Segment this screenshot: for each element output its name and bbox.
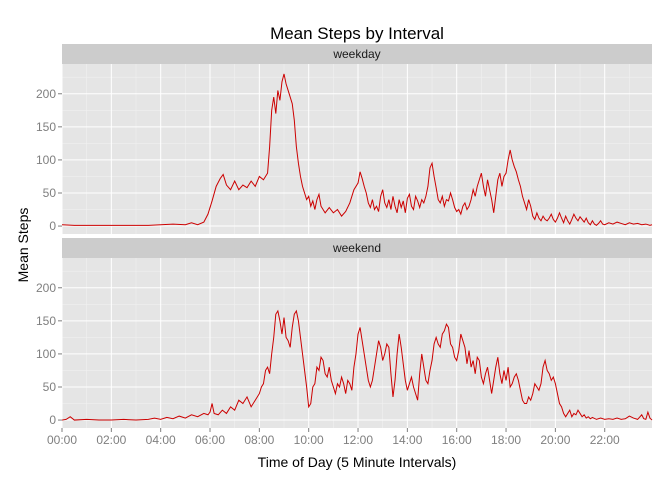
- strip-background: [62, 238, 652, 258]
- y-tick-label: 200: [36, 281, 56, 295]
- y-tick-label: 100: [36, 153, 56, 167]
- y-axis-title: Mean Steps: [15, 208, 31, 283]
- y-tick-label: 150: [36, 314, 56, 328]
- x-tick-label: 20:00: [540, 433, 570, 447]
- y-axis-ticks: 0 50 100 150 200: [36, 87, 62, 233]
- x-axis-ticks: 00:00 02:00 04:00 06:00 08:00 10:00 12:00 14:00…: [47, 428, 620, 447]
- panel-background: [62, 64, 652, 234]
- grid-layer: [61, 258, 652, 428]
- y-axis-ticks: 0 50 100 150 200: [36, 281, 62, 427]
- panel-weekday: weekday 0 50 100 150 200: [36, 44, 653, 234]
- series-line: [61, 73, 653, 227]
- x-tick-label: 02:00: [96, 433, 126, 447]
- grid-layer: [61, 64, 652, 234]
- strip-background: [62, 44, 652, 64]
- x-tick-label: 18:00: [491, 433, 521, 447]
- y-tick-label: 200: [36, 87, 56, 101]
- x-tick-label: 06:00: [195, 433, 225, 447]
- panel-weekend: weekend 0 50 100 150 200: [36, 238, 653, 428]
- y-tick-label: 100: [36, 347, 56, 361]
- x-axis-title: Time of Day (5 Minute Intervals): [258, 454, 457, 470]
- y-tick-label: 0: [49, 219, 56, 233]
- x-tick-label: 14:00: [392, 433, 422, 447]
- y-tick-label: 50: [43, 380, 57, 394]
- panel-label: weekday: [332, 47, 380, 61]
- panel-label: weekend: [332, 241, 381, 255]
- y-tick-label: 150: [36, 120, 56, 134]
- x-tick-label: 08:00: [244, 433, 274, 447]
- x-tick-label: 22:00: [590, 433, 620, 447]
- x-tick-label: 04:00: [146, 433, 176, 447]
- x-tick-label: 12:00: [343, 433, 373, 447]
- x-tick-label: 10:00: [294, 433, 324, 447]
- chart-title: Mean Steps by Interval: [270, 24, 444, 43]
- y-tick-label: 0: [49, 413, 56, 427]
- x-tick-label: 16:00: [442, 433, 472, 447]
- y-tick-label: 50: [43, 186, 57, 200]
- x-tick-label: 00:00: [47, 433, 77, 447]
- series-line: [61, 309, 653, 421]
